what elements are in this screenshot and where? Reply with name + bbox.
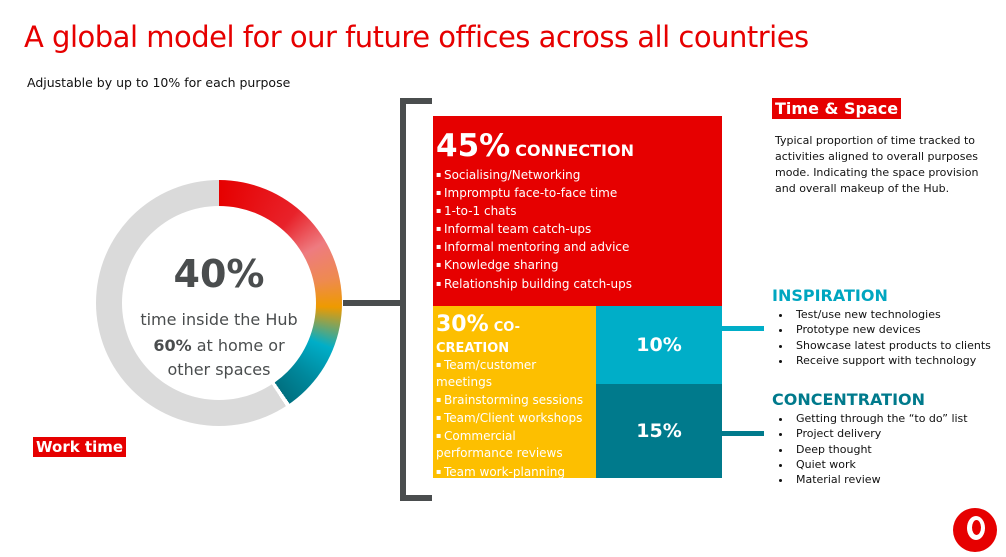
list-item: Impromptu face-to-face time (436, 184, 722, 202)
list-item: Quiet work (792, 457, 968, 472)
page-title: A global model for our future offices ac… (24, 20, 809, 54)
inspiration-block: 10% (596, 306, 722, 384)
donut-hole (122, 206, 316, 400)
inspiration-connector (722, 326, 764, 331)
list-item: Team work-planning (436, 463, 596, 481)
concentration-section: CONCENTRATION Getting through the “to do… (772, 390, 968, 487)
connection-list: Socialising/NetworkingImpromptu face-to-… (436, 166, 722, 293)
list-item: Showcase latest products to clients (792, 338, 991, 353)
list-item: Brainstorming sessions (436, 391, 596, 409)
list-item: Debriefs (436, 481, 596, 499)
time-space-description: Typical proportion of time tracked to ac… (775, 134, 979, 195)
list-item: Commercial performance reviews (436, 427, 596, 462)
concentration-connector (722, 431, 764, 436)
list-item: Material review (792, 472, 968, 487)
home-line: 60% at home or (96, 336, 342, 355)
cocreation-percent: 30% (436, 312, 489, 337)
list-item: Informal team catch-ups (436, 220, 722, 238)
cocreation-block: 30% CO- CREATION Team/customer meetingsB… (433, 306, 596, 515)
work-time-label: Work time (33, 437, 127, 457)
list-item: Getting through the “to do” list (792, 411, 968, 426)
cocreation-list: Team/customer meetingsBrainstorming sess… (436, 356, 596, 517)
home-percent: 60% (153, 336, 192, 355)
concentration-heading: CONCENTRATION (772, 390, 926, 409)
list-item: Prototype new devices (792, 322, 991, 337)
bracket (400, 98, 432, 501)
inspiration-list: Test/use new technologiesPrototype new d… (772, 307, 991, 368)
connection-block: 45% CONNECTION Socialising/NetworkingImp… (433, 116, 722, 306)
list-item: Receive support with technology (792, 353, 991, 368)
connector-line (343, 300, 401, 306)
list-item: Project delivery (792, 426, 968, 441)
list-item: Socialising/Networking (436, 166, 722, 184)
inspiration-section: INSPIRATION Test/use new technologiesPro… (772, 286, 991, 368)
subtitle: Adjustable by up to 10% for each purpose (27, 75, 291, 90)
cocreation-label: CO- CREATION (436, 320, 520, 356)
hub-label: time inside the Hub (140, 310, 298, 329)
list-item: Team/customer meetings (436, 356, 596, 391)
list-item: Informal mentoring and advice (436, 238, 722, 256)
inspiration-heading: INSPIRATION (772, 286, 888, 305)
list-item: Draft materials review (436, 499, 596, 517)
list-item: Deep thought (792, 442, 968, 457)
list-item: Test/use new technologies (792, 307, 991, 322)
concentration-block: 15% (596, 384, 722, 478)
home-label-2: other spaces (167, 360, 271, 379)
home-label: at home or (191, 336, 285, 355)
list-item: 1-to-1 chats (436, 202, 722, 220)
connection-percent: 45% (436, 128, 511, 164)
vodafone-logo-inner (972, 520, 981, 535)
list-item: Relationship building catch-ups (436, 275, 722, 293)
connection-label: CONNECTION (515, 141, 634, 160)
time-space-label: Time & Space (772, 98, 902, 119)
hub-percent: 40% (173, 252, 265, 296)
list-item: Knowledge sharing (436, 256, 722, 274)
list-item: Team/Client workshops (436, 409, 596, 427)
concentration-list: Getting through the “to do” listProject … (772, 411, 968, 487)
